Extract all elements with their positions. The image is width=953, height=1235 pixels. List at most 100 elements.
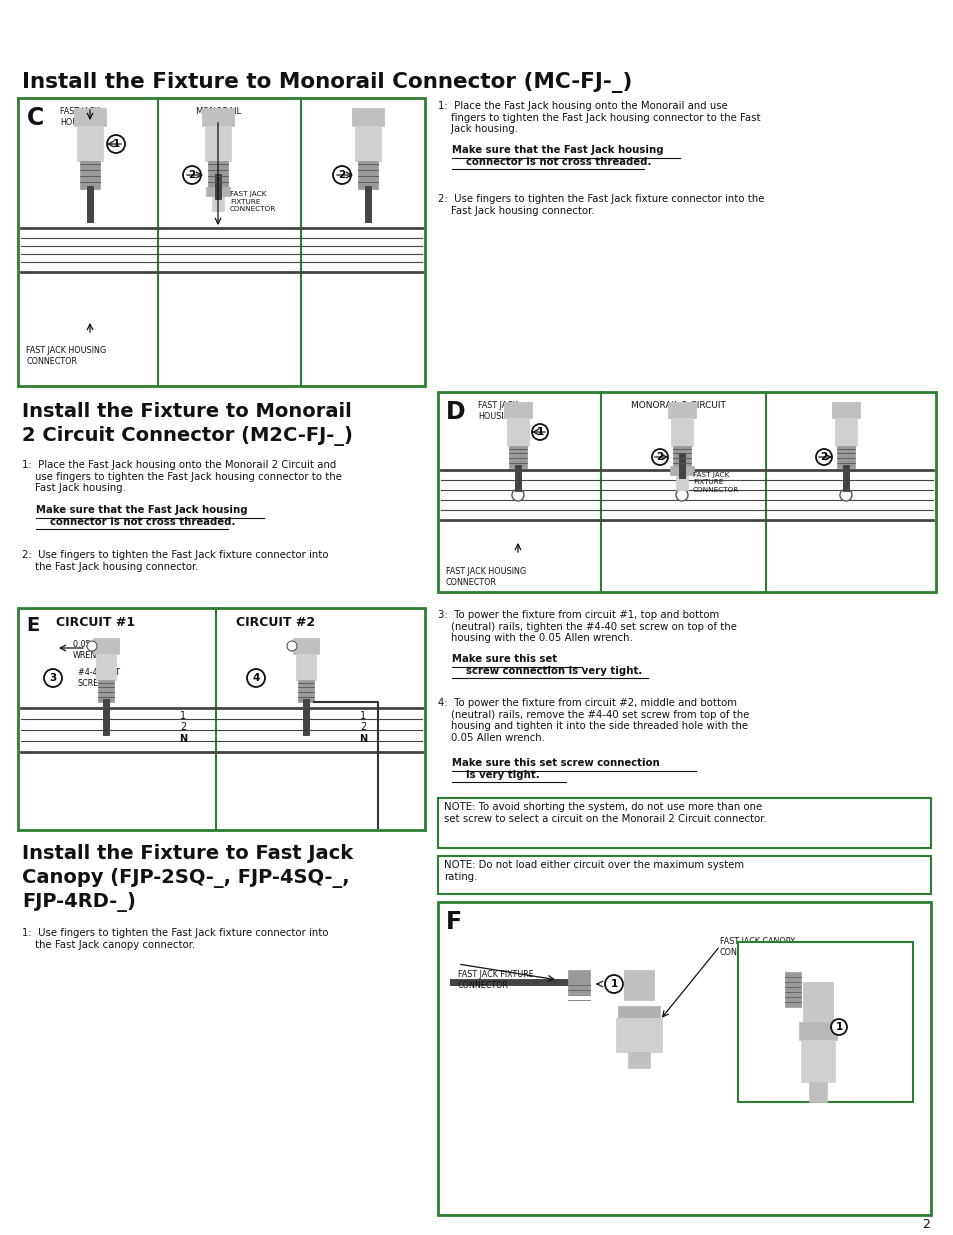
Text: 2: 2	[820, 452, 827, 462]
Text: FAST JACK HOUSING
CONNECTOR: FAST JACK HOUSING CONNECTOR	[26, 346, 106, 366]
Bar	[799, 1023, 836, 1040]
Text: N: N	[179, 734, 187, 743]
Bar	[784, 972, 801, 1007]
Text: Install the Fixture to Fast Jack: Install the Fixture to Fast Jack	[22, 844, 353, 863]
Bar	[206, 186, 230, 196]
Text: 1:  Place the Fast Jack housing onto the Monorail and use
    fingers to tighten: 1: Place the Fast Jack housing onto the …	[437, 101, 760, 135]
Bar	[836, 446, 854, 468]
Text: 2:  Use fingers to tighten the Fast Jack fixture connector into
    the Fast Jac: 2: Use fingers to tighten the Fast Jack …	[22, 550, 328, 572]
Bar	[18, 98, 424, 387]
Text: 1: 1	[835, 1023, 841, 1032]
Text: 1:  Use fingers to tighten the Fast Jack fixture connector into
    the Fast Jac: 1: Use fingers to tighten the Fast Jack …	[22, 927, 328, 950]
Circle shape	[830, 1019, 846, 1035]
Text: CIRCUIT #2: CIRCUIT #2	[235, 616, 314, 629]
Text: Canopy (FJP-2SQ-_, FJP-4SQ-_,: Canopy (FJP-2SQ-_, FJP-4SQ-_,	[22, 868, 349, 888]
Circle shape	[604, 974, 622, 993]
Circle shape	[333, 165, 351, 184]
Text: D: D	[446, 400, 465, 424]
Text: FAST JACK
HOUSING: FAST JACK HOUSING	[60, 107, 100, 127]
Bar	[74, 107, 106, 126]
Bar	[670, 417, 692, 446]
Bar	[297, 680, 314, 701]
Circle shape	[247, 669, 265, 687]
Text: FAST JACK
FIXTURE
CONNECTOR: FAST JACK FIXTURE CONNECTOR	[230, 191, 276, 212]
Text: 2 Circuit Connector (M2C-FJ-_): 2 Circuit Connector (M2C-FJ-_)	[22, 426, 353, 446]
Bar	[669, 466, 693, 475]
Bar	[618, 1007, 659, 1018]
Text: FAST JACK
HOUSING: FAST JACK HOUSING	[477, 401, 517, 421]
Text: 2: 2	[656, 452, 663, 462]
Bar	[293, 638, 318, 655]
Text: Install the Fixture to Monorail Connector (MC-FJ-_): Install the Fixture to Monorail Connecto…	[22, 72, 632, 93]
Bar	[738, 942, 912, 1102]
Text: FAST JACK HOUSING
CONNECTOR: FAST JACK HOUSING CONNECTOR	[446, 567, 525, 587]
Text: 2: 2	[922, 1218, 929, 1231]
Text: Make sure this set
    screw connection is very tight.: Make sure this set screw connection is v…	[452, 655, 641, 677]
Bar	[676, 468, 687, 490]
Bar	[77, 126, 103, 161]
Bar	[92, 638, 119, 655]
Bar	[509, 446, 526, 468]
Bar	[831, 403, 859, 417]
Bar	[96, 655, 116, 680]
Bar	[212, 189, 224, 211]
Bar	[357, 161, 377, 189]
Bar	[801, 1040, 834, 1082]
Text: MONORAIL 2 CIRCUIT: MONORAIL 2 CIRCUIT	[630, 401, 724, 410]
Text: 1: 1	[359, 711, 366, 721]
Text: 4:  To power the fixture from circuit #2, middle and bottom
    (neutral) rails,: 4: To power the fixture from circuit #2,…	[437, 698, 749, 742]
Bar	[202, 107, 233, 126]
Circle shape	[44, 669, 62, 687]
Circle shape	[676, 489, 687, 501]
Circle shape	[512, 489, 523, 501]
Text: E: E	[26, 616, 39, 635]
Circle shape	[532, 424, 547, 440]
Bar	[355, 126, 380, 161]
Text: 2: 2	[180, 722, 186, 732]
Text: 3:  To power the fixture from circuit #1, top and bottom
    (neutral) rails, ti: 3: To power the fixture from circuit #1,…	[437, 610, 736, 643]
Text: 1:  Place the Fast Jack housing onto the Monorail 2 Circuit and
    use fingers : 1: Place the Fast Jack housing onto the …	[22, 459, 341, 493]
Bar	[672, 446, 690, 468]
Text: 1: 1	[112, 140, 119, 149]
Bar	[667, 403, 696, 417]
Text: Make sure that the Fast Jack housing
    connector is not cross threaded.: Make sure that the Fast Jack housing con…	[36, 505, 248, 527]
Bar	[205, 126, 231, 161]
Text: 0.05 ALLEN
WRENCH: 0.05 ALLEN WRENCH	[73, 640, 118, 659]
Circle shape	[840, 489, 851, 501]
Text: FAST JACK CANOPY
CONNECTOR: FAST JACK CANOPY CONNECTOR	[720, 937, 794, 957]
Bar	[802, 982, 832, 1023]
Bar	[616, 1018, 661, 1052]
Text: NOTE: To avoid shorting the system, do not use more than one
set screw to select: NOTE: To avoid shorting the system, do n…	[443, 802, 766, 824]
Text: Make sure that the Fast Jack housing
    connector is not cross threaded.: Make sure that the Fast Jack housing con…	[452, 144, 663, 168]
Text: FJP-4RD-_): FJP-4RD-_)	[22, 892, 135, 911]
Text: FAST JACK
FIXTURE
CONNECTOR: FAST JACK FIXTURE CONNECTOR	[692, 472, 739, 493]
Text: 1: 1	[610, 979, 617, 989]
Bar	[98, 680, 113, 701]
Text: Make sure this set screw connection
    is very tight.: Make sure this set screw connection is v…	[452, 758, 659, 781]
Text: FAST JACK FIXTURE
CONNECTOR: FAST JACK FIXTURE CONNECTOR	[457, 969, 533, 990]
Text: 3: 3	[50, 673, 56, 683]
Text: 2: 2	[188, 170, 195, 180]
Bar	[567, 969, 589, 994]
Circle shape	[651, 450, 667, 466]
Circle shape	[287, 641, 296, 651]
Circle shape	[107, 135, 125, 153]
Text: #4-40 SET
SCREW: #4-40 SET SCREW	[78, 668, 120, 688]
Text: MONORAIL: MONORAIL	[194, 107, 241, 116]
Text: 2: 2	[359, 722, 366, 732]
Text: F: F	[446, 910, 461, 934]
Bar	[437, 902, 930, 1215]
Text: 2: 2	[338, 170, 345, 180]
Text: 4: 4	[252, 673, 259, 683]
Bar	[208, 161, 228, 189]
Text: 1: 1	[536, 427, 543, 437]
Circle shape	[183, 165, 201, 184]
Bar	[80, 161, 100, 189]
Bar	[437, 856, 930, 894]
Text: CIRCUIT #1: CIRCUIT #1	[56, 616, 135, 629]
Bar	[834, 417, 856, 446]
Text: 2:  Use fingers to tighten the Fast Jack fixture connector into the
    Fast Jac: 2: Use fingers to tighten the Fast Jack …	[437, 194, 763, 216]
Bar	[627, 1052, 649, 1068]
Bar	[808, 1082, 826, 1102]
Text: N: N	[358, 734, 367, 743]
